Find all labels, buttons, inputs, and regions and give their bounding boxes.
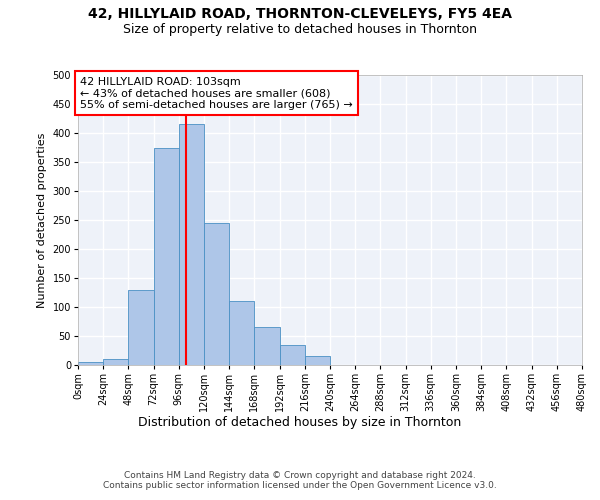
Bar (305, 356, 330, 365)
Bar (179, 124, 204, 365)
Text: 42 HILLYLAID ROAD: 103sqm
← 43% of detached houses are smaller (608)
55% of semi: 42 HILLYLAID ROAD: 103sqm ← 43% of detac… (80, 76, 353, 110)
Bar (78, 362, 103, 365)
Y-axis label: Number of detached properties: Number of detached properties (37, 132, 47, 308)
Bar (204, 223, 229, 365)
Text: Distribution of detached houses by size in Thornton: Distribution of detached houses by size … (139, 416, 461, 429)
Text: Contains HM Land Registry data © Crown copyright and database right 2024.
Contai: Contains HM Land Registry data © Crown c… (103, 470, 497, 490)
Text: Size of property relative to detached houses in Thornton: Size of property relative to detached ho… (123, 22, 477, 36)
Bar (280, 344, 305, 365)
Bar (154, 148, 179, 365)
Bar (254, 328, 280, 365)
Text: 42, HILLYLAID ROAD, THORNTON-CLEVELEYS, FY5 4EA: 42, HILLYLAID ROAD, THORNTON-CLEVELEYS, … (88, 8, 512, 22)
Bar (128, 290, 154, 365)
Bar (103, 359, 128, 365)
Bar (229, 301, 254, 365)
